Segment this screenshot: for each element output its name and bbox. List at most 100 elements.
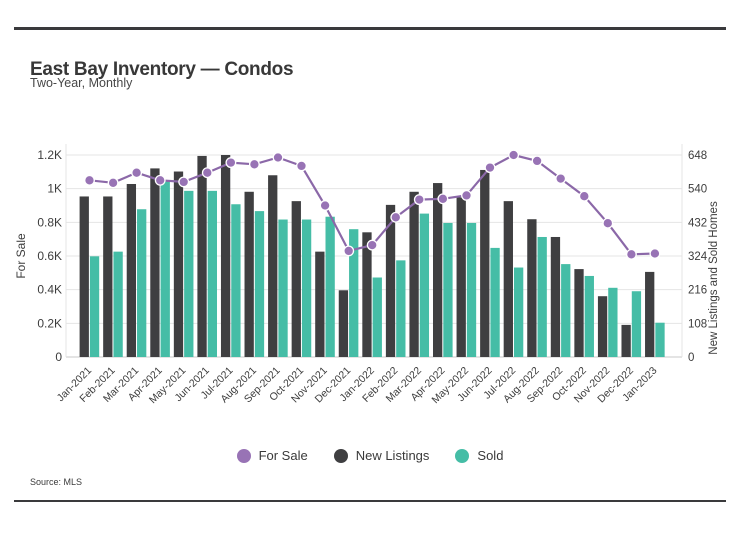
bar [443,222,453,357]
bar [126,183,137,357]
right-tick-label: 108 [688,318,707,330]
bar [338,290,349,357]
bar [137,209,147,357]
line-dot [272,152,284,163]
bar [419,213,430,357]
bar [396,260,406,357]
bar [550,236,561,357]
bar [160,181,170,357]
line-dot [649,248,661,259]
bar [150,168,160,357]
source-note: Source: MLS [30,477,83,487]
sold-swatch-icon [455,448,470,463]
top-divider [14,27,726,30]
line-dot [508,149,520,161]
bar [220,155,231,357]
line-dot [296,160,307,172]
line-dot [390,211,402,223]
left-axis-title: For Sale [14,233,28,279]
bottom-divider [14,500,726,502]
bar [173,171,184,357]
bar [89,256,100,357]
left-axis-ticks: 0 0.2K 0.4K 0.6K 0.8K 1K 1.2K [37,148,62,364]
left-tick-label: 1.2K [37,148,62,162]
right-tick-label: 540 [688,184,707,196]
left-tick-label: 0.8K [37,215,62,229]
line-dot [319,200,331,211]
right-tick-label: 648 [688,150,707,162]
right-tick-label: 324 [688,251,708,263]
line-dot [201,167,213,179]
bar [113,251,123,357]
bar [584,275,594,357]
chart-legend: For Sale New Listings Sold [0,448,740,463]
bar [103,196,113,357]
legend-item-sold: Sold [455,448,503,463]
bar [631,291,642,357]
bar [503,201,513,357]
bar [655,322,665,357]
bar [385,204,396,357]
line-dot [225,157,237,169]
bar [197,155,207,357]
bar [645,271,655,357]
bar [254,211,265,357]
bar [621,324,631,357]
right-tick-label: 216 [688,285,707,297]
bar [268,175,278,357]
left-tick-label: 0.4K [37,283,62,297]
chart-title: East Bay Inventory — Condos [30,58,294,80]
left-tick-label: 1K [47,182,62,196]
line-dot [413,194,425,206]
line-dot [248,158,260,170]
line-dot [578,190,590,202]
line-dot [366,239,378,251]
bar [561,264,571,357]
bar [315,251,325,357]
right-tick-label: 432 [688,217,707,229]
line-dot [531,155,543,167]
for-sale-line [84,149,661,260]
bars-sold [89,181,665,357]
chart-subtitle: Two-Year, Monthly [30,76,133,90]
right-tick-label: 0 [688,352,694,364]
bar [291,201,301,357]
new-listings-swatch-icon [333,448,348,463]
bar [597,296,608,357]
legend-label: Sold [477,448,504,463]
bar [231,204,241,357]
line-dot [131,167,143,179]
right-axis-ticks: 0 108 216 324 432 540 648 [688,150,708,364]
left-tick-label: 0.6K [37,249,62,263]
bar [456,197,466,357]
right-axis-title: New Listings and Sold Homes [708,201,720,355]
bar [513,267,524,357]
x-axis-labels: Jan-2021Feb-2021Mar-2021Apr-2021May-2021… [55,365,660,407]
left-tick-label: 0.2K [37,316,62,330]
legend-label: For Sale [258,448,308,463]
bar [79,196,89,357]
line-dot [555,173,567,185]
for-sale-swatch-icon [236,448,251,463]
line-dot [178,176,190,188]
bar [325,216,335,357]
line-dot [84,174,95,186]
line-dot [107,177,119,189]
line-dot [625,248,637,260]
bar [301,219,312,357]
bars-new-listings [79,155,655,357]
bar [362,232,372,357]
inventory-combo-chart: 0 0.2K 0.4K 0.6K 0.8K 1K 1.2K 0 108 216 324 432 540 6… [0,138,740,438]
legend-item-new-listings: New Listings [333,448,430,463]
legend-label: New Listings [355,448,430,463]
bar [574,269,584,357]
bar [433,183,443,357]
bar [349,229,359,357]
legend-item-for-sale: For Sale [236,448,308,463]
line-dot [154,174,166,186]
left-tick-label: 0 [55,350,62,364]
bar [466,222,477,357]
bar [278,219,288,357]
line-dot [461,189,472,201]
